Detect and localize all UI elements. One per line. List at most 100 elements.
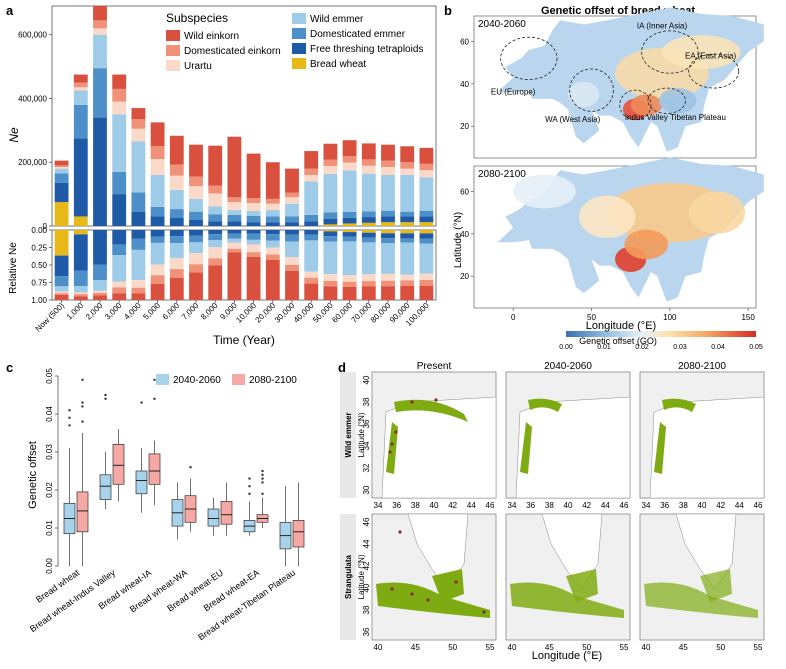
bar-domesticated_emmer [150,206,165,217]
bar-free_threshing [189,219,203,226]
ytick-label: 0.03 [45,444,54,460]
habitat [700,569,732,602]
relbar-wild_einkorn [361,286,376,300]
panel-a: 0 200,000 400,000 600,000 0.00 0.25 0.50 0.75 1… [7,5,437,347]
xtick-label: 50 [448,643,457,652]
bar-wild_einkorn [285,168,299,193]
xtick-label: 80,000 [369,301,393,325]
relbar-wild_einkorn [342,286,357,300]
go-map-2: 20 40 60 2080-2100 [460,157,764,309]
bar-wild_einkorn [93,6,107,21]
bar-urartu [246,203,261,212]
relbar-domesticated_einkorn [361,281,376,287]
bar-domesticated_emmer [419,210,434,217]
relbar-urartu [285,257,299,265]
bar-urartu [131,128,146,142]
offset-zone [662,35,741,69]
bar-domesticated_emmer [361,211,376,218]
occurrence-map: 34 36 38 40 42 44 46 [505,371,631,510]
xtick-label: 2,000 [84,301,105,322]
relbar-domesticated_einkorn [246,252,261,257]
bar-wild_einkorn [208,145,223,186]
relbar-urartu [304,271,319,278]
ytick-label: 0.01 [45,520,54,536]
relbar-urartu [265,247,280,255]
bar-domesticated_einkorn [73,82,88,88]
panel-b-xlabel: Longitude (°E) [586,320,656,332]
panel-label-b: b [444,3,452,18]
xtick-label: 44 [601,501,610,510]
relbar-wild_emmer [323,241,338,275]
relbar-wild_einkorn [73,296,88,300]
bar-domesticated_emmer [400,211,415,217]
occurrence-point [426,598,430,602]
bar-wild_emmer [131,141,146,193]
region-label: WA (West Asia) [545,115,600,124]
bar-free_threshing [246,222,261,226]
relbar-bread_wheat [361,230,376,233]
relbar-domesticated_emmer [400,238,415,243]
xtick-label: 60,000 [330,301,354,325]
relbar-urartu [246,244,261,253]
occurrence-map: 40 45 50 55 36 38 40 42 44 46 [362,513,497,652]
bar-wild_emmer [323,174,338,213]
relbar-domesticated_emmer [381,238,395,244]
relbar-wild_emmer [150,242,165,265]
relbar-free_threshing [73,234,88,271]
legend-swatch [292,28,306,39]
bar-wild_einkorn [342,140,357,157]
relbar-wild_emmer [419,243,434,274]
bar-wild_einkorn [265,162,280,199]
relbar-domesticated_einkorn [265,254,280,260]
ytick-label: 0 [43,222,48,231]
outlier [81,378,84,381]
xtick-label: 34 [508,501,517,510]
legend-swatch [232,374,245,385]
bar-urartu [189,186,203,199]
occurrence-map: 40 45 50 55 [639,513,765,652]
xtick-label: 34 [374,501,383,510]
region-label: EU (Europe) [491,87,536,96]
xtick-label: 20,000 [254,301,278,325]
xtick-label: 0 [511,313,516,322]
ytick-label: 38 [362,397,371,406]
legend-swatch [292,13,306,24]
relbar-free_threshing [169,230,184,237]
outlier [153,378,156,381]
panel-a-bottom-ylabel: Relative Ne [8,242,19,294]
bar-wild_einkorn [361,143,376,160]
ytick-label: 46 [362,517,371,526]
relbar-urartu [400,274,415,281]
bar-domesticated_einkorn [342,156,357,163]
ytick-label: 1.00 [31,296,47,305]
relbar-free_threshing [246,230,261,234]
xtick-label: 38 [679,501,688,510]
xtick-label: 5,000 [141,301,162,322]
bar-wild_einkorn [54,160,69,166]
legend-label: Wild emmer [310,14,364,25]
xtick-label: 10,000 [234,301,258,325]
habitat [644,582,758,618]
relbar-free_threshing [381,233,395,239]
row-band [340,372,356,498]
relbar-domesticated_einkorn [285,265,299,271]
xtick-label: 36 [660,501,669,510]
relbar-wild_einkorn [246,256,261,300]
habitat [432,569,464,602]
bar-domesticated_einkorn [93,20,107,29]
xtick-label: 1,000 [65,301,86,322]
relbar-wild_einkorn [227,252,242,300]
ytick-label: 0.02 [45,482,54,498]
bar-bread_wheat [73,216,88,226]
colorbar-tick: 0.01 [597,344,611,351]
colorbar [566,331,756,337]
xtick-label: 4,000 [122,301,143,322]
relbar-wild_emmer [169,243,184,258]
legend-swatch [166,45,180,56]
panel-a-top-frame [51,5,437,227]
bar-free_threshing [208,221,223,226]
xtick-label: 55 [486,643,495,652]
bar-domesticated_emmer [93,68,107,118]
occurrence-point [390,442,394,446]
relbar-wild_einkorn [189,272,203,300]
